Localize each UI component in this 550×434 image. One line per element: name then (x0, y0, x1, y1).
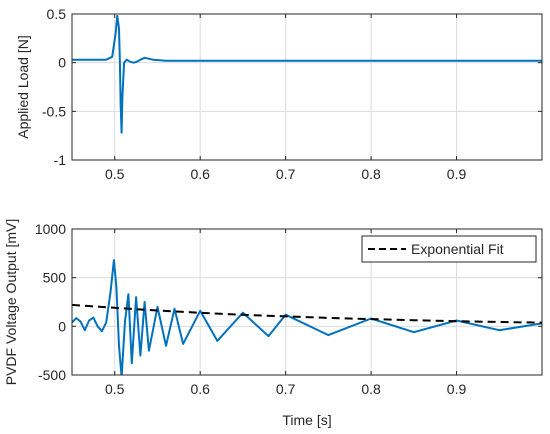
x-tick-label: 0.9 (447, 381, 467, 397)
bottom-panel: 0.5 0.6 0.7 0.8 0.9 -500 0 500 1000 PVDF Voltage… (3, 219, 543, 428)
x-tick-label: 0.6 (190, 381, 210, 397)
ticks: 0.5 0.6 0.7 0.8 0.9 -1 -0.5 0 0.5 (42, 6, 542, 182)
ticks: 0.5 0.6 0.7 0.8 0.9 -500 0 500 1000 (35, 221, 542, 397)
series-layer (72, 259, 542, 375)
x-tick-label: 0.5 (105, 166, 125, 182)
series-layer (72, 14, 542, 134)
y-axis-label: PVDF Voltage Output [mV] (3, 219, 19, 386)
x-tick-label: 0.8 (361, 166, 381, 182)
x-tick-label: 0.7 (276, 166, 296, 182)
legend: Exponential Fit (361, 235, 537, 263)
y-tick-label: -500 (38, 367, 66, 383)
legend-label-exponential-fit: Exponential Fit (411, 241, 504, 257)
y-tick-label: 500 (43, 270, 67, 286)
y-axis-label: Applied Load [N] (15, 35, 31, 139)
y-tick-label: -1 (54, 152, 67, 168)
axes-box (71, 228, 543, 376)
series-line-signal (72, 259, 542, 375)
x-tick-label: 0.6 (190, 166, 210, 182)
y-tick-label: 1000 (35, 221, 66, 237)
axes-box (71, 13, 543, 161)
series-line-signal (72, 14, 542, 134)
x-tick-label: 0.5 (105, 381, 125, 397)
x-tick-label: 0.8 (361, 381, 381, 397)
series-line-exponential-fit (72, 303, 542, 324)
x-tick-label: 0.9 (447, 166, 467, 182)
top-panel: 0.5 0.6 0.7 0.8 0.9 -1 -0.5 0 0.5 Applied Load [… (15, 6, 543, 182)
y-tick-label: 0 (58, 55, 66, 71)
plot-area (72, 14, 542, 160)
y-tick-label: 0.5 (47, 6, 67, 22)
y-tick-label: -0.5 (42, 103, 66, 119)
x-axis-label: Time [s] (282, 412, 331, 428)
x-tick-label: 0.7 (276, 381, 296, 397)
y-tick-label: 0 (58, 318, 66, 334)
